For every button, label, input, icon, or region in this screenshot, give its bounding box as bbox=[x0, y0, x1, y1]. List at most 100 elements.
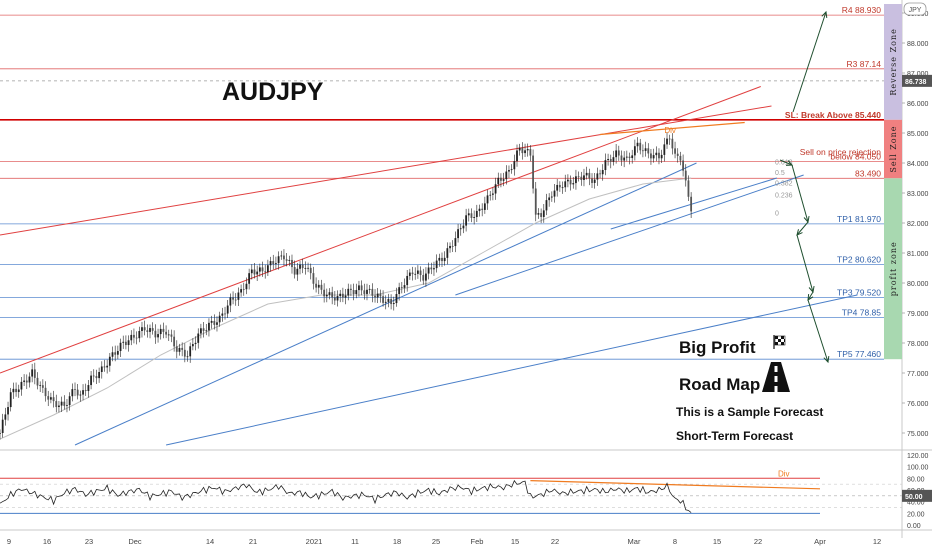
candle-body bbox=[141, 327, 143, 331]
candle-body bbox=[277, 256, 280, 264]
rsi-tick-label: 20.00 bbox=[907, 511, 925, 518]
candle-body bbox=[411, 272, 414, 275]
candle-body bbox=[84, 390, 87, 392]
candle-body bbox=[36, 377, 39, 386]
candle-body bbox=[293, 267, 296, 275]
candle-body bbox=[644, 148, 647, 151]
candle-body bbox=[280, 255, 283, 257]
x-tick-label: 15 bbox=[713, 537, 721, 546]
candle-body bbox=[31, 369, 34, 377]
rsi-tick-label: 100.00 bbox=[907, 465, 929, 472]
candle-body bbox=[266, 265, 269, 273]
candle-body bbox=[478, 208, 481, 211]
candle-body bbox=[384, 301, 387, 303]
rsi-panel: Div120.00100.0080.0060.0040.0020.000.005… bbox=[0, 453, 932, 530]
candle-body bbox=[639, 142, 642, 151]
level-label-entry: 83.490 bbox=[855, 168, 881, 178]
checkered-flag-icon bbox=[773, 335, 786, 349]
candle-body bbox=[149, 328, 151, 332]
candle-body bbox=[510, 169, 513, 171]
arrow-start bbox=[779, 159, 793, 166]
zone-profit-zone bbox=[884, 178, 902, 360]
x-tick-label: 15 bbox=[511, 537, 519, 546]
candle-body bbox=[39, 385, 42, 387]
candle-body bbox=[642, 150, 644, 152]
candle-body bbox=[82, 390, 84, 395]
rsi-tick-label: 120.00 bbox=[907, 453, 929, 460]
zones: Reverse Zone Sell Zone profit zone bbox=[884, 4, 902, 360]
candle-body bbox=[663, 144, 666, 155]
candle-body bbox=[382, 296, 384, 303]
candle-body bbox=[213, 320, 216, 325]
candle-body bbox=[596, 173, 599, 180]
candle-body bbox=[114, 352, 117, 355]
candle-body bbox=[457, 229, 459, 239]
level-label-tp2: TP2 80.620 bbox=[837, 254, 881, 264]
candle-body bbox=[400, 287, 403, 288]
candle-body bbox=[366, 289, 368, 294]
candle-body bbox=[516, 150, 518, 162]
candle-body bbox=[660, 154, 663, 159]
current-price-label: 86.738 bbox=[905, 79, 927, 86]
candle-body bbox=[157, 334, 159, 338]
rsi-div-line bbox=[530, 480, 821, 490]
candle-body bbox=[601, 170, 604, 175]
candle-body bbox=[312, 273, 315, 284]
candle-body bbox=[494, 184, 497, 194]
candle-body bbox=[363, 290, 366, 294]
candle-body bbox=[331, 292, 334, 298]
candle-body bbox=[473, 217, 476, 218]
candle-body bbox=[9, 392, 12, 408]
candle-body bbox=[296, 268, 299, 275]
fib-label: 0.236 bbox=[775, 193, 793, 200]
candle-body bbox=[17, 389, 20, 393]
candle-body bbox=[462, 225, 465, 229]
candle-body bbox=[317, 284, 320, 288]
x-axis: 9 16 23 Dec 14 21 2021 11 18 25 Feb 15 22 Mar 8 15 22 Apr… bbox=[7, 537, 881, 546]
x-tick-label: Dec bbox=[128, 537, 142, 546]
candle-body bbox=[333, 297, 336, 301]
candle-body bbox=[200, 328, 202, 334]
candle-body bbox=[116, 351, 119, 355]
candle-body bbox=[194, 342, 197, 345]
candle-body bbox=[165, 331, 167, 335]
x-tick-label: 16 bbox=[43, 537, 51, 546]
candle-body bbox=[309, 267, 312, 274]
candle-body bbox=[44, 387, 47, 397]
rsi-tick-label: 40.00 bbox=[907, 500, 925, 507]
candle-body bbox=[41, 385, 44, 388]
candle-body bbox=[682, 160, 684, 171]
zone-sell-zone bbox=[884, 119, 902, 179]
candle-body bbox=[567, 179, 569, 182]
x-tick-label: 23 bbox=[85, 537, 93, 546]
zone-label-profit-zone: profit zone bbox=[889, 241, 898, 296]
candle-body bbox=[240, 289, 242, 293]
candle-body bbox=[553, 190, 556, 197]
candle-body bbox=[564, 181, 567, 188]
candle-body bbox=[100, 366, 103, 373]
candle-body bbox=[500, 177, 502, 181]
candle-body bbox=[350, 288, 352, 291]
y-tick-label: 88.000 bbox=[907, 41, 929, 48]
candle-body bbox=[545, 200, 548, 211]
candle-body bbox=[28, 376, 31, 383]
candle-body bbox=[103, 366, 106, 368]
candle-body bbox=[178, 347, 181, 352]
candle-body bbox=[7, 407, 9, 415]
candle-body bbox=[451, 245, 454, 247]
candle-body bbox=[628, 156, 631, 159]
candle-body bbox=[226, 305, 229, 314]
fib-label: 0.618 bbox=[775, 160, 793, 167]
candle-body bbox=[679, 155, 682, 161]
y-tick-label: 83.000 bbox=[907, 191, 929, 198]
candle-body bbox=[162, 328, 165, 332]
candle-body bbox=[371, 288, 374, 296]
candle-body bbox=[154, 330, 157, 338]
candle-body bbox=[245, 283, 248, 290]
short-term-label: Short-Term Forecast bbox=[676, 429, 793, 443]
candle-body bbox=[216, 322, 218, 325]
candle-body bbox=[98, 372, 101, 379]
current-price-tag bbox=[902, 74, 932, 87]
y-tick-label: 87.000 bbox=[907, 71, 929, 78]
candle-body bbox=[122, 341, 125, 343]
